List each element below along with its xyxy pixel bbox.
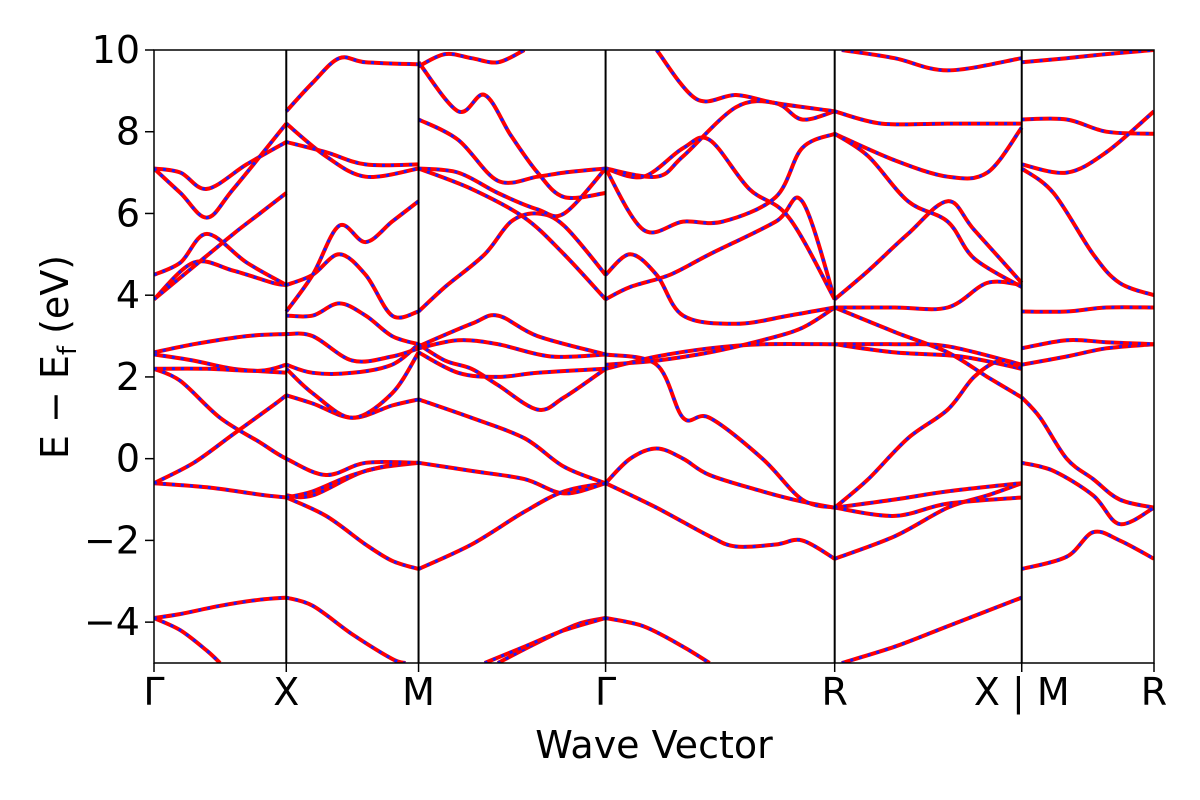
y-tick-label: 2 (116, 355, 140, 399)
x-tick-label: X | M (974, 670, 1070, 715)
band-line (1021, 460, 1154, 527)
band-line-dashed (841, 50, 1022, 72)
y-tick-label: −2 (84, 518, 140, 562)
band-line-dashed (605, 306, 836, 367)
band-line-dashed (285, 200, 420, 313)
y-tick-label: −4 (84, 600, 140, 644)
band-line-dashed (834, 496, 1022, 518)
band-line-dashed (484, 616, 607, 663)
band-line-dashed (1021, 110, 1154, 175)
band-line-dashed (418, 397, 607, 485)
band-line-dashed (604, 196, 837, 301)
band-line-dashed (604, 481, 836, 561)
band-line-dashed (154, 122, 288, 220)
band-line-dashed (834, 109, 1022, 126)
band-line-dashed (285, 122, 419, 179)
band-line-dashed (1020, 396, 1154, 510)
band-line-dashed (497, 616, 606, 663)
band-line-dashed (605, 135, 837, 301)
band-line-dashed (154, 367, 419, 477)
band-line-dashed (1021, 305, 1154, 314)
band-line-dashed (154, 332, 287, 354)
band-line-dashed (418, 461, 607, 495)
band-line (286, 301, 420, 347)
band-line-dashed (285, 343, 420, 376)
band-line-dashed (834, 306, 1023, 399)
band-line-dashed (1020, 167, 1154, 297)
band-line-dashed (417, 50, 526, 68)
band-line-dashed (1021, 50, 1154, 64)
band-line-dashed (154, 481, 287, 499)
y-tick-label: 0 (116, 437, 140, 481)
band-line-dashed (834, 481, 1022, 510)
band-line (154, 595, 287, 620)
band-line-dashed (418, 338, 606, 359)
y-axis-label-main: E − E (33, 355, 77, 459)
x-tick-label: R (1141, 670, 1167, 714)
band-line-dashed (154, 191, 288, 301)
band-lines (154, 50, 1154, 663)
band-line-dashed (604, 446, 835, 510)
band-line-dashed (418, 167, 607, 218)
y-axis-ticks: −4 −2 0 2 4 6 8 10 (84, 28, 154, 644)
band-line-dashed (834, 280, 1022, 311)
band-line-dashed (1021, 342, 1154, 367)
x-tick-label: Γ (143, 670, 164, 714)
band-line-dashed (154, 363, 287, 373)
band-line-dashed (833, 132, 1023, 289)
band-line (655, 50, 835, 114)
x-tick-label: M (402, 670, 435, 714)
band-line (605, 352, 836, 510)
y-axis-label-sub: f (53, 345, 83, 355)
band-line-dashed (1021, 117, 1154, 136)
x-axis-label: Wave Vector (535, 723, 773, 767)
band-line-dashed (1021, 338, 1154, 350)
x-tick-label: X (273, 670, 299, 714)
band-line-dashed (285, 351, 420, 420)
high-symmetry-lines (285, 50, 1023, 663)
band-line-dashed (285, 496, 420, 571)
y-tick-label: 4 (116, 273, 140, 317)
band-line-dashed (834, 342, 1023, 371)
band-line (417, 313, 607, 357)
x-tick-label: Γ (595, 670, 616, 714)
band-line-dashed (417, 118, 606, 185)
band-line-dashed (1021, 530, 1154, 571)
y-tick-label: 10 (92, 28, 140, 72)
band-line (285, 140, 419, 168)
band-line-dashed (605, 616, 711, 663)
band-line-dashed (286, 332, 420, 364)
band-line (841, 595, 1023, 663)
band-line (417, 481, 606, 571)
band-line (604, 252, 836, 326)
band-line-dashed (834, 342, 1023, 367)
plot-frame (153, 49, 1155, 664)
band-line-dashed (154, 140, 288, 191)
band-line-dashed (285, 55, 419, 113)
y-tick-label: 6 (116, 191, 140, 235)
band-line-dashed (154, 232, 288, 287)
y-axis-label: E − Ef (eV) (33, 255, 83, 459)
band-line-dashed (154, 259, 287, 301)
band-line-dashed (154, 616, 222, 663)
band-line-dashed (418, 167, 607, 301)
y-axis-label-unit: (eV) (33, 255, 77, 346)
band-line-dashed (417, 211, 607, 313)
band-line (285, 595, 406, 663)
band-line (605, 99, 836, 179)
y-tick-label: 8 (116, 110, 140, 154)
band-line-dashed (604, 132, 836, 234)
band-line (154, 393, 288, 485)
band-line (833, 126, 1024, 181)
x-axis-ticks: Γ X M Γ R X | M R (143, 663, 1167, 715)
band-line (417, 342, 607, 412)
band-line-dashed (417, 61, 606, 200)
x-tick-label: R (821, 670, 847, 714)
band-line (833, 358, 1023, 510)
band-line (417, 350, 606, 379)
band-line (833, 481, 1023, 561)
